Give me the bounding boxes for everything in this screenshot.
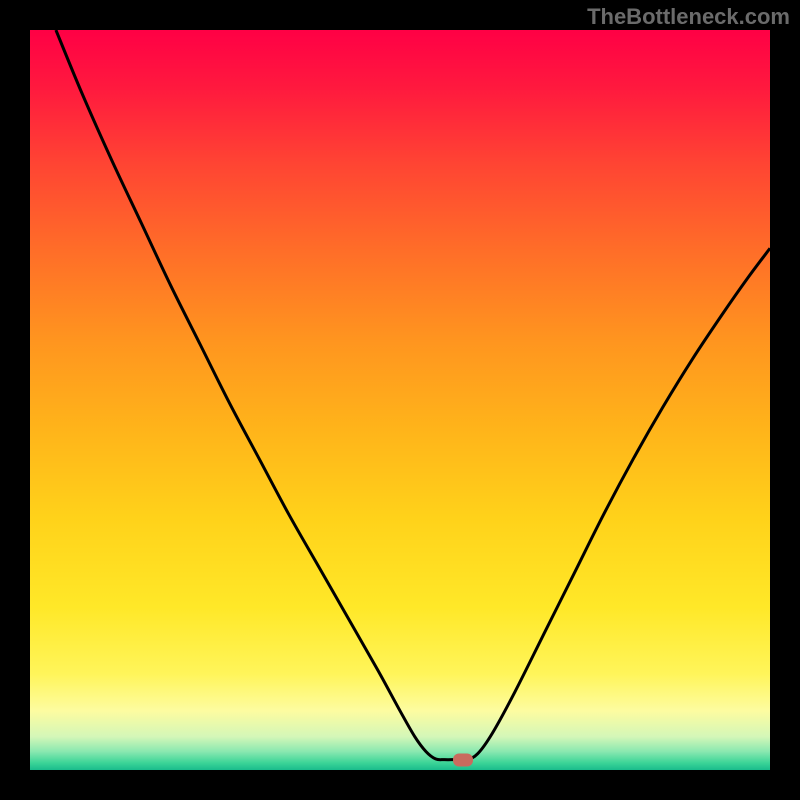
watermark-text: TheBottleneck.com bbox=[587, 4, 790, 30]
bottleneck-marker bbox=[453, 753, 473, 766]
plot-area bbox=[30, 30, 770, 770]
bottleneck-curve bbox=[30, 30, 770, 770]
